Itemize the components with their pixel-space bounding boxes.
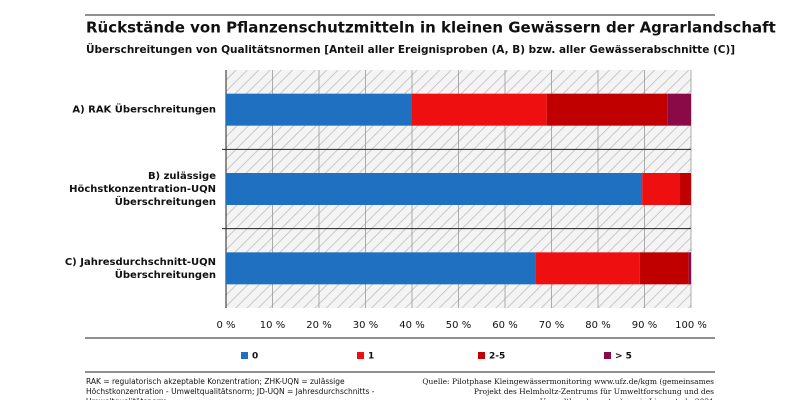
legend-label: > 5 <box>615 352 632 362</box>
footnote: RAK = regulatorisch akzeptable Konzentra… <box>86 377 375 400</box>
bar-segment <box>226 173 643 205</box>
bar-segment <box>546 93 668 126</box>
legend-swatch <box>357 352 364 359</box>
legend-label: 1 <box>368 352 374 362</box>
x-tick-label: 50 % <box>446 320 471 331</box>
bar-segment <box>226 252 536 285</box>
bar-segment <box>642 173 680 205</box>
bar-segment <box>535 252 640 285</box>
legend-label: 0 <box>252 352 258 362</box>
bar-segment <box>412 93 547 126</box>
bar-segment <box>679 173 691 205</box>
y-tick-label: C) Jahresdurchschnitt-UQN Überschreitunge… <box>65 257 216 281</box>
bar-segment <box>667 93 691 126</box>
y-tick-label: A) RAK Überschreitungen <box>72 102 216 116</box>
y-tick-label: B) zulässige Höchstkonzentration-UQN Übers… <box>69 171 216 208</box>
chart-subtitle: Überschreitungen von Qualitätsnormen [An… <box>86 42 735 56</box>
x-tick-label: 80 % <box>585 320 610 331</box>
bar-segment <box>226 93 412 126</box>
legend-label: 2-5 <box>489 352 505 362</box>
x-tick-label: 40 % <box>399 320 424 331</box>
x-tick-label: 0 % <box>216 320 235 331</box>
bar-segment <box>688 252 691 285</box>
legend-swatch <box>478 352 485 359</box>
x-tick-label: 70 % <box>539 320 564 331</box>
x-tick-label: 100 % <box>675 320 707 331</box>
bar-segment <box>639 252 689 285</box>
x-tick-label: 10 % <box>260 320 285 331</box>
x-tick-label: 20 % <box>306 320 331 331</box>
legend-swatch <box>604 352 611 359</box>
x-tick-label: 90 % <box>632 320 657 331</box>
source: Quelle: Pilotphase Kleingewässermonitori… <box>422 377 714 400</box>
chart-title: Rückstände von Pflanzenschutzmitteln in … <box>86 19 776 37</box>
legend-swatch <box>241 352 248 359</box>
x-tick-label: 30 % <box>353 320 378 331</box>
x-tick-label: 60 % <box>492 320 517 331</box>
